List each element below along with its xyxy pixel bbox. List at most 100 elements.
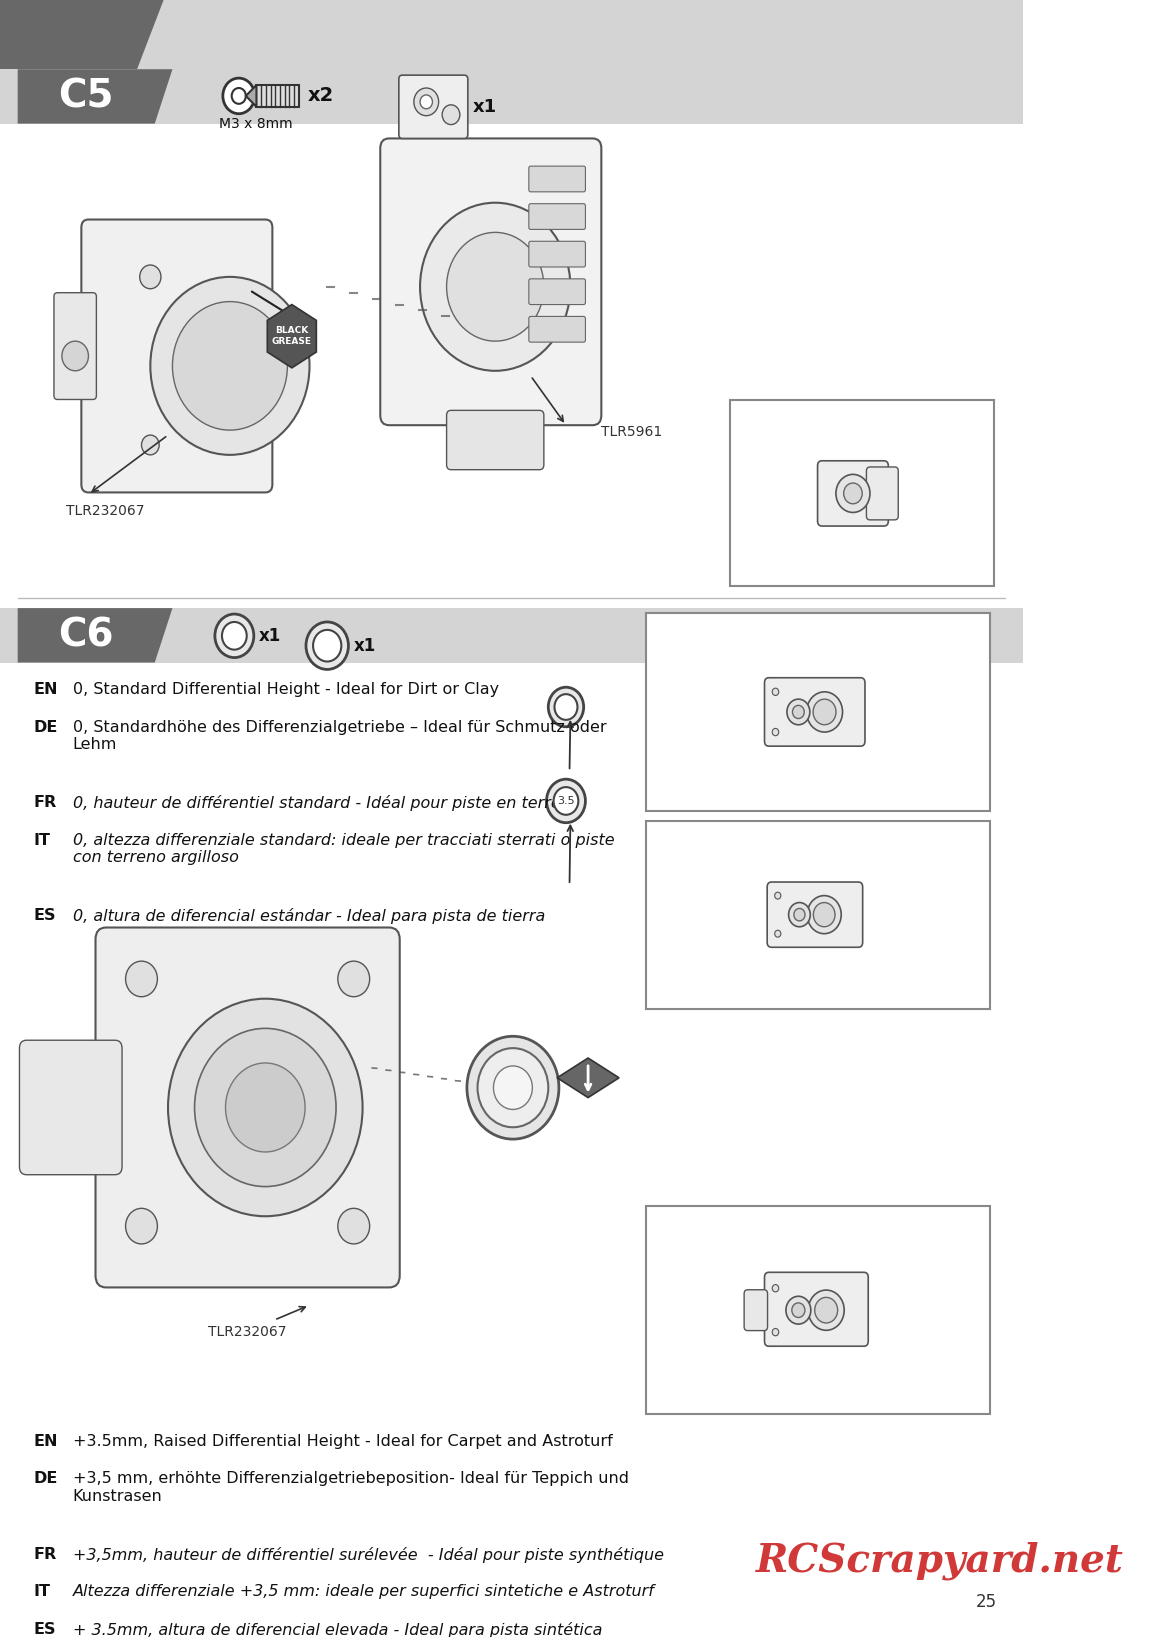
Circle shape bbox=[789, 902, 810, 927]
FancyBboxPatch shape bbox=[96, 928, 399, 1287]
Circle shape bbox=[794, 909, 805, 922]
Circle shape bbox=[478, 1048, 548, 1128]
Circle shape bbox=[62, 340, 88, 372]
Circle shape bbox=[554, 694, 577, 720]
Circle shape bbox=[467, 1036, 559, 1139]
Polygon shape bbox=[558, 1058, 619, 1097]
Circle shape bbox=[126, 961, 157, 997]
Circle shape bbox=[835, 475, 870, 512]
Circle shape bbox=[813, 699, 837, 725]
Text: x1: x1 bbox=[354, 637, 376, 655]
Text: EN: EN bbox=[34, 1434, 58, 1449]
Text: TLR232067: TLR232067 bbox=[66, 504, 145, 519]
Circle shape bbox=[815, 1298, 838, 1323]
Circle shape bbox=[338, 1208, 369, 1244]
Text: DE: DE bbox=[34, 720, 58, 735]
Circle shape bbox=[222, 622, 246, 650]
FancyBboxPatch shape bbox=[765, 678, 865, 746]
Circle shape bbox=[215, 614, 253, 658]
Circle shape bbox=[806, 692, 842, 732]
FancyBboxPatch shape bbox=[447, 411, 544, 470]
Circle shape bbox=[305, 622, 348, 670]
Text: + 3.5mm, altura de diferencial elevada - Ideal para pista sintética: + 3.5mm, altura de diferencial elevada -… bbox=[73, 1622, 602, 1637]
Text: +3.5mm, Raised Differential Height - Ideal for Carpet and Astroturf: +3.5mm, Raised Differential Height - Ide… bbox=[73, 1434, 612, 1449]
Circle shape bbox=[442, 105, 459, 124]
Text: FR: FR bbox=[34, 1547, 57, 1562]
Circle shape bbox=[226, 1062, 305, 1152]
Text: x1: x1 bbox=[259, 627, 281, 645]
Polygon shape bbox=[267, 304, 316, 368]
Text: C5: C5 bbox=[58, 77, 113, 116]
Circle shape bbox=[194, 1028, 336, 1187]
Text: ES: ES bbox=[34, 909, 56, 923]
Text: DE: DE bbox=[34, 1472, 58, 1486]
Circle shape bbox=[231, 88, 245, 103]
Text: BLACK
GREASE: BLACK GREASE bbox=[272, 326, 312, 347]
Circle shape bbox=[126, 1208, 157, 1244]
Bar bbox=[0, 69, 1023, 124]
FancyBboxPatch shape bbox=[765, 1272, 868, 1346]
FancyBboxPatch shape bbox=[744, 1290, 767, 1331]
Circle shape bbox=[809, 1290, 845, 1331]
Circle shape bbox=[793, 706, 804, 719]
Text: IT: IT bbox=[34, 833, 51, 848]
Polygon shape bbox=[17, 69, 172, 124]
Text: TLR232067: TLR232067 bbox=[208, 1324, 287, 1339]
Circle shape bbox=[772, 1285, 779, 1292]
Text: IT: IT bbox=[34, 1585, 51, 1599]
Circle shape bbox=[772, 688, 779, 696]
Bar bbox=[257, 85, 299, 106]
Circle shape bbox=[791, 1303, 805, 1318]
Circle shape bbox=[787, 699, 810, 725]
FancyBboxPatch shape bbox=[818, 460, 889, 525]
Bar bbox=[730, 401, 994, 586]
FancyBboxPatch shape bbox=[529, 316, 585, 342]
Circle shape bbox=[168, 999, 362, 1216]
Circle shape bbox=[314, 630, 341, 661]
Bar bbox=[0, 607, 1023, 663]
Circle shape bbox=[772, 728, 779, 735]
Circle shape bbox=[546, 779, 585, 823]
FancyBboxPatch shape bbox=[867, 467, 898, 521]
Polygon shape bbox=[17, 607, 172, 663]
Text: RCScrapyard.net: RCScrapyard.net bbox=[757, 1540, 1123, 1580]
Text: x1: x1 bbox=[473, 98, 498, 116]
Text: 25: 25 bbox=[975, 1593, 996, 1611]
Circle shape bbox=[420, 203, 570, 372]
Polygon shape bbox=[0, 0, 163, 69]
Bar bbox=[646, 820, 990, 1008]
Circle shape bbox=[150, 277, 310, 455]
FancyBboxPatch shape bbox=[529, 165, 585, 192]
Bar bbox=[0, 0, 1023, 69]
Text: 0, Standard Differential Height - Ideal for Dirt or Clay: 0, Standard Differential Height - Ideal … bbox=[73, 683, 499, 697]
FancyBboxPatch shape bbox=[529, 278, 585, 304]
Circle shape bbox=[775, 892, 781, 899]
FancyBboxPatch shape bbox=[81, 219, 272, 493]
Circle shape bbox=[553, 787, 578, 815]
Text: 3.5: 3.5 bbox=[558, 796, 575, 805]
Text: TLR5961: TLR5961 bbox=[602, 426, 663, 439]
Circle shape bbox=[775, 930, 781, 936]
Text: FR: FR bbox=[34, 796, 57, 810]
FancyBboxPatch shape bbox=[767, 882, 863, 948]
Circle shape bbox=[141, 435, 160, 455]
FancyBboxPatch shape bbox=[399, 75, 467, 139]
Text: EN: EN bbox=[34, 683, 58, 697]
FancyBboxPatch shape bbox=[529, 203, 585, 229]
Circle shape bbox=[414, 88, 439, 116]
Text: Altezza differenziale +3,5 mm: ideale per superfici sintetiche e Astroturf: Altezza differenziale +3,5 mm: ideale pe… bbox=[73, 1585, 655, 1599]
Bar bbox=[646, 1206, 990, 1414]
Circle shape bbox=[548, 688, 583, 727]
FancyBboxPatch shape bbox=[381, 139, 602, 426]
FancyBboxPatch shape bbox=[529, 241, 585, 267]
Text: +3,5mm, hauteur de différentiel surélevée  - Idéal pour piste synthétique: +3,5mm, hauteur de différentiel surélevé… bbox=[73, 1547, 663, 1562]
Circle shape bbox=[772, 1329, 779, 1336]
FancyBboxPatch shape bbox=[54, 293, 96, 399]
Text: 0, hauteur de différentiel standard - Idéal pour piste en terre: 0, hauteur de différentiel standard - Id… bbox=[73, 796, 560, 810]
Circle shape bbox=[786, 1297, 811, 1324]
Text: 0, Standardhöhe des Differenzialgetriebe – Ideal für Schmutz oder
Lehm: 0, Standardhöhe des Differenzialgetriebe… bbox=[73, 720, 606, 753]
FancyBboxPatch shape bbox=[20, 1039, 121, 1175]
Circle shape bbox=[493, 1066, 532, 1110]
Text: ES: ES bbox=[34, 1622, 56, 1637]
Circle shape bbox=[813, 902, 835, 927]
